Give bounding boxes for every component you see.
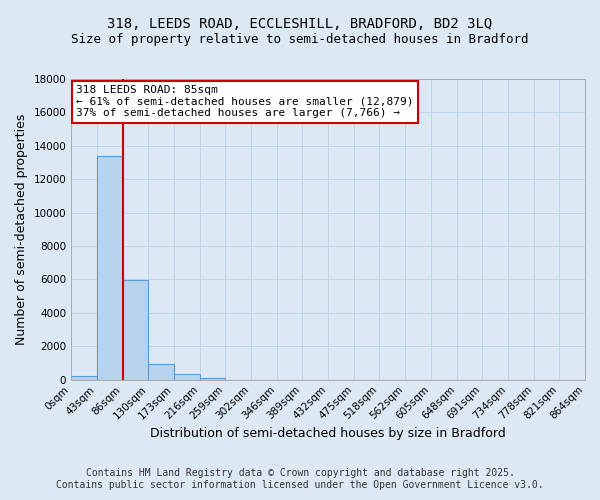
Text: Contains public sector information licensed under the Open Government Licence v3: Contains public sector information licen… <box>56 480 544 490</box>
Bar <box>122 280 148 380</box>
Text: 318 LEEDS ROAD: 85sqm
← 61% of semi-detached houses are smaller (12,879)
37% of : 318 LEEDS ROAD: 85sqm ← 61% of semi-deta… <box>76 85 414 118</box>
Bar <box>148 364 174 380</box>
Bar <box>97 156 122 380</box>
Text: 318, LEEDS ROAD, ECCLESHILL, BRADFORD, BD2 3LQ: 318, LEEDS ROAD, ECCLESHILL, BRADFORD, B… <box>107 18 493 32</box>
Bar <box>71 376 97 380</box>
Text: Size of property relative to semi-detached houses in Bradford: Size of property relative to semi-detach… <box>71 32 529 46</box>
Bar <box>174 374 200 380</box>
Text: Contains HM Land Registry data © Crown copyright and database right 2025.: Contains HM Land Registry data © Crown c… <box>86 468 514 477</box>
X-axis label: Distribution of semi-detached houses by size in Bradford: Distribution of semi-detached houses by … <box>150 427 506 440</box>
Y-axis label: Number of semi-detached properties: Number of semi-detached properties <box>15 114 28 345</box>
Bar <box>200 378 226 380</box>
